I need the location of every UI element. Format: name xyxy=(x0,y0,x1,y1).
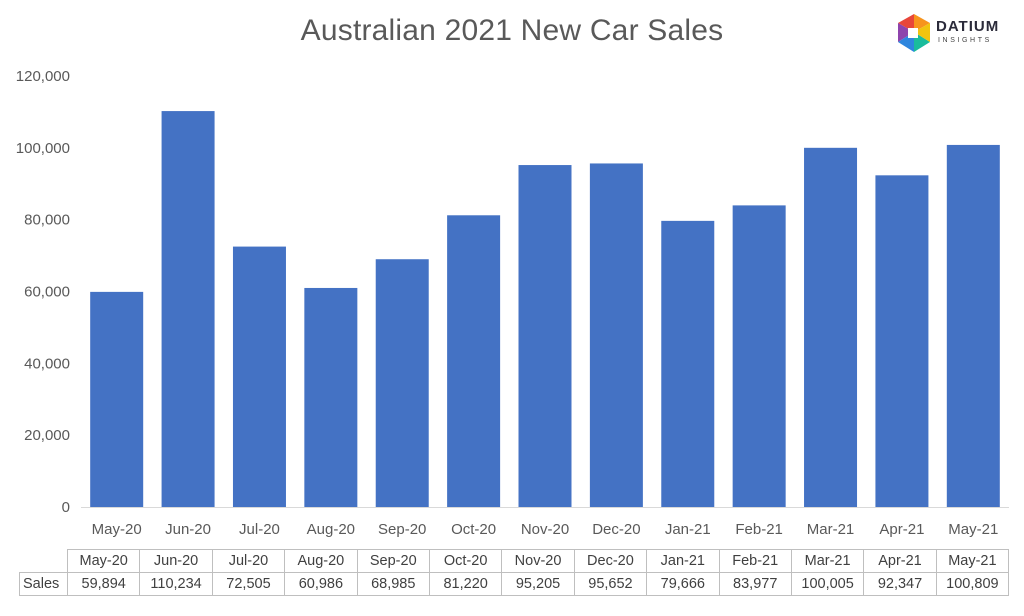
x-tick-label: Feb-21 xyxy=(735,521,783,538)
table-cell: 59,894 xyxy=(66,572,141,596)
x-tick-label: Jun-20 xyxy=(165,521,211,538)
table-cell: 100,005 xyxy=(790,572,865,596)
logo-subtitle: INSIGHTS xyxy=(938,37,992,44)
table-header-cell: May-20 xyxy=(66,549,141,573)
table-cell: 92,347 xyxy=(863,572,937,596)
bar-apr-21 xyxy=(875,175,929,507)
data-table: May-20 Jun-20 Jul-20 Aug-20 Sep-20 Oct-20 Nov-… xyxy=(19,549,1010,596)
x-tick-label: Sep-20 xyxy=(378,521,426,538)
bar-aug-20 xyxy=(304,287,358,507)
table-header-cell: Dec-20 xyxy=(573,549,648,573)
y-tick-label: 120,000 xyxy=(16,68,70,85)
x-tick-label: Apr-21 xyxy=(879,521,924,538)
bar-dec-20 xyxy=(589,163,643,508)
y-tick-label: 60,000 xyxy=(24,284,70,301)
table-cell: 100,809 xyxy=(935,572,1010,596)
bar-feb-21 xyxy=(732,205,786,507)
y-tick-label: 100,000 xyxy=(16,140,70,157)
table-cell: 72,505 xyxy=(211,572,286,596)
table-header-cell: Jun-20 xyxy=(139,549,213,573)
y-tick-label: 20,000 xyxy=(24,427,70,444)
table-header-cell: Feb-21 xyxy=(718,549,792,573)
bar-jan-21 xyxy=(661,220,715,508)
bar-may-21 xyxy=(946,144,1000,507)
bar-may-20 xyxy=(90,291,144,507)
bar-chart: 020,00040,00060,00080,000100,000120,000 … xyxy=(16,68,1009,538)
table-cell: 110,234 xyxy=(139,572,213,596)
logo-brand: DATIUM xyxy=(936,18,1000,35)
table-header-cell: Apr-21 xyxy=(863,549,937,573)
x-tick-label: May-20 xyxy=(92,521,142,538)
table-header-cell: Mar-21 xyxy=(790,549,865,573)
bars xyxy=(90,111,1000,508)
x-axis: May-20 Jun-20 Jul-20 Aug-20 Sep-20 Oct-20 Nov-… xyxy=(92,521,999,538)
bar-mar-21 xyxy=(804,147,858,507)
bar-nov-20 xyxy=(518,165,572,508)
bar-sep-20 xyxy=(375,259,429,507)
table-header-cell: Jan-21 xyxy=(646,549,720,573)
table-cell: 83,977 xyxy=(718,572,792,596)
table-header-cell: Jul-20 xyxy=(211,549,286,573)
table-row: Sales 59,894 110,234 72,505 60,986 68,985 81,… xyxy=(19,572,1010,596)
x-tick-label: Mar-21 xyxy=(807,521,855,538)
datium-logo-icon xyxy=(898,14,930,52)
x-tick-label: Jul-20 xyxy=(239,521,280,538)
table-header-cell: Nov-20 xyxy=(501,549,575,573)
table-header-cell: May-21 xyxy=(935,549,1010,573)
x-tick-label: Dec-20 xyxy=(592,521,640,538)
table-cell: 68,985 xyxy=(356,572,430,596)
table-cell: 60,986 xyxy=(284,572,358,596)
table-cell: 95,205 xyxy=(501,572,575,596)
table-cell: 81,220 xyxy=(428,572,503,596)
y-tick-label: 80,000 xyxy=(24,212,70,229)
bar-jul-20 xyxy=(232,246,286,507)
table-header-cell: Oct-20 xyxy=(428,549,503,573)
table-header-row: May-20 Jun-20 Jul-20 Aug-20 Sep-20 Oct-20 Nov-… xyxy=(19,549,1010,573)
bar-oct-20 xyxy=(447,215,501,507)
x-tick-label: May-21 xyxy=(948,521,998,538)
x-tick-label: Aug-20 xyxy=(307,521,355,538)
table-cell: 79,666 xyxy=(646,572,720,596)
table-header-cell: Aug-20 xyxy=(284,549,358,573)
datium-logo: DATIUM INSIGHTS xyxy=(896,12,1016,54)
x-tick-label: Oct-20 xyxy=(451,521,496,538)
y-axis: 0 20,000 40,000 60,000 80,000 100,000 120,000 xyxy=(16,68,70,516)
table-cell: 95,652 xyxy=(573,572,648,596)
bar-jun-20 xyxy=(161,111,215,507)
table-corner xyxy=(19,549,68,573)
x-tick-label: Jan-21 xyxy=(665,521,711,538)
y-tick-label: 0 xyxy=(62,499,70,516)
table-header-cell: Sep-20 xyxy=(356,549,430,573)
table-series-name: Sales xyxy=(19,572,68,596)
y-tick-label: 40,000 xyxy=(24,355,70,372)
chart-title: Australian 2021 New Car Sales xyxy=(300,14,724,47)
x-tick-label: Nov-20 xyxy=(521,521,569,538)
